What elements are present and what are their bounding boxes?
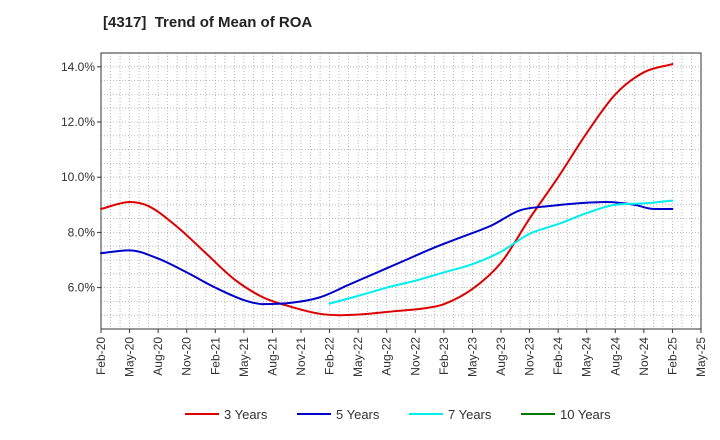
x-tick-label: Nov-21 [294, 337, 308, 376]
legend-label-5-years: 5 Years [336, 407, 380, 422]
x-tick-label: May-24 [580, 337, 594, 377]
x-tick-label: Nov-22 [408, 337, 422, 376]
series-lines [100, 63, 674, 317]
x-tick-label: Aug-21 [265, 337, 279, 376]
y-tick-label: 14.0% [61, 60, 95, 74]
x-tick-label: Aug-24 [608, 337, 622, 376]
y-tick-label: 12.0% [61, 115, 95, 129]
y-tick-label: 8.0% [68, 225, 96, 239]
x-tick-label: Aug-22 [380, 337, 394, 376]
y-tick-label: 10.0% [61, 170, 95, 184]
x-tick-label: Feb-20 [94, 337, 108, 375]
legend-label-10-years: 10 Years [560, 407, 611, 422]
series-line-3-years [100, 63, 674, 317]
x-tick-label: Feb-22 [323, 337, 337, 375]
x-tick-label: Aug-20 [151, 337, 165, 376]
x-tick-label: Nov-24 [637, 337, 651, 376]
x-tick-label: May-23 [465, 337, 479, 377]
series-line-5-years [100, 201, 674, 306]
x-tick-label: May-21 [237, 337, 251, 377]
x-tick-label: May-25 [694, 337, 708, 377]
x-tick-label: May-22 [351, 337, 365, 377]
x-tick-label: Aug-23 [494, 337, 508, 376]
legend-label-3-years: 3 Years [224, 407, 268, 422]
x-tick-label: Nov-20 [180, 337, 194, 376]
x-tick-label: May-20 [123, 337, 137, 377]
legend-label-7-years: 7 Years [448, 407, 492, 422]
y-tick-label: 6.0% [68, 281, 96, 295]
x-tick-label: Feb-23 [437, 337, 451, 375]
x-tick-label: Feb-24 [551, 337, 565, 375]
x-tick-label: Nov-23 [523, 337, 537, 376]
x-tick-label: Feb-25 [665, 337, 679, 375]
chart-title: [4317] Trend of Mean of ROA [103, 14, 313, 31]
grid-lines [101, 53, 701, 330]
x-axis: Feb-20 May-20 Aug-20 Nov-20 Feb-21 May-21 Aug-… [94, 329, 708, 377]
x-tick-label: Feb-21 [208, 337, 222, 375]
y-axis: 6.0% 8.0% 10.0% 12.0% 14.0% [61, 60, 101, 295]
legend: 3 Years 5 Years 7 Years 10 Years [185, 407, 611, 422]
series-line-7-years [328, 199, 674, 305]
plot-area-border [100, 52, 702, 330]
